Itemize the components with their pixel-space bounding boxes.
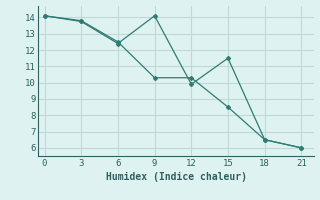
- X-axis label: Humidex (Indice chaleur): Humidex (Indice chaleur): [106, 172, 246, 182]
